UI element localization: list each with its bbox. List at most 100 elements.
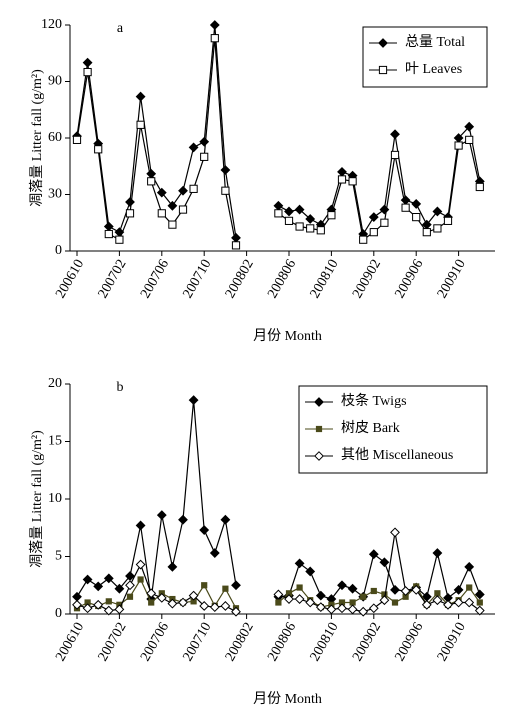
marker	[82, 57, 93, 68]
marker	[411, 199, 422, 209]
marker	[466, 584, 473, 591]
marker	[390, 150, 400, 160]
marker	[476, 599, 483, 606]
marker	[201, 582, 208, 589]
marker	[273, 589, 284, 600]
x-tick-label: 200810	[308, 620, 342, 664]
marker	[146, 588, 157, 599]
marker	[221, 186, 230, 195]
marker	[379, 557, 390, 568]
marker	[199, 601, 210, 611]
marker	[305, 214, 316, 224]
marker	[103, 573, 114, 584]
x-tick-label: 200910	[435, 257, 469, 301]
marker	[125, 571, 135, 581]
marker	[167, 200, 178, 211]
marker	[94, 145, 103, 154]
marker	[412, 213, 421, 222]
marker	[368, 212, 379, 223]
marker	[294, 204, 305, 215]
marker	[368, 603, 379, 614]
y-tick-label: 120	[41, 17, 62, 32]
legend-label: 树皮 Bark	[341, 420, 400, 436]
marker	[421, 599, 432, 610]
x-tick-label: 200610	[53, 620, 87, 664]
marker	[464, 561, 475, 572]
x-tick-label: 200702	[96, 257, 130, 301]
marker	[178, 185, 188, 196]
marker	[135, 91, 146, 102]
marker	[284, 594, 294, 604]
marker	[104, 229, 113, 239]
marker	[188, 142, 199, 153]
marker	[125, 197, 135, 207]
marker	[347, 583, 358, 594]
marker	[368, 549, 379, 560]
y-tick-label: 0	[55, 606, 62, 621]
x-tick-label: 200710	[180, 620, 214, 664]
marker	[315, 590, 326, 601]
marker	[156, 510, 167, 521]
marker	[358, 606, 369, 617]
marker	[82, 603, 93, 614]
panel-label: a	[117, 21, 124, 36]
y-tick-label: 5	[55, 549, 62, 564]
marker	[379, 595, 390, 606]
y-axis-title: 凋落量 Litter fall (g/m²)	[29, 430, 45, 568]
marker	[359, 235, 368, 244]
y-axis-title: 凋落量 Litter fall (g/m²)	[29, 69, 45, 207]
marker	[348, 177, 357, 186]
marker	[220, 601, 231, 611]
y-tick-label: 60	[48, 130, 62, 145]
marker	[72, 591, 82, 602]
marker	[72, 599, 82, 610]
x-axis-title: 月份 Month	[253, 328, 322, 344]
marker	[327, 211, 336, 220]
marker	[220, 514, 231, 525]
y-tick-label: 10	[48, 491, 62, 506]
y-tick-label: 15	[48, 434, 62, 449]
x-tick-label: 200706	[138, 257, 172, 301]
marker	[168, 220, 177, 229]
marker	[188, 395, 199, 406]
marker	[125, 580, 135, 591]
panel: 0 30 60 90 120 200610 200702 200706 200710 200802…	[29, 17, 495, 344]
marker	[453, 584, 464, 595]
x-tick-label: 200810	[308, 257, 342, 301]
marker	[337, 166, 347, 177]
marker	[411, 584, 422, 595]
x-tick-label: 200902	[350, 620, 384, 664]
x-tick-label: 200702	[96, 620, 130, 664]
marker	[146, 168, 157, 179]
marker	[337, 603, 347, 614]
marker	[210, 34, 219, 43]
marker	[370, 587, 377, 595]
marker	[222, 585, 229, 592]
marker	[306, 224, 315, 233]
marker	[390, 584, 400, 595]
marker	[114, 604, 125, 615]
marker	[349, 599, 356, 606]
marker	[167, 598, 178, 609]
marker	[178, 514, 188, 525]
legend-label: 其他 Miscellaneous	[341, 447, 453, 463]
x-tick-label: 200806	[265, 257, 299, 301]
marker	[137, 576, 144, 583]
marker	[157, 209, 166, 218]
marker	[82, 574, 93, 585]
marker	[156, 592, 167, 603]
marker	[326, 604, 337, 615]
marker	[231, 241, 241, 250]
legend-label: 总量 Total	[405, 34, 465, 50]
marker	[390, 527, 400, 538]
marker	[231, 580, 241, 591]
marker	[316, 226, 325, 235]
marker	[231, 232, 241, 243]
marker	[432, 595, 443, 606]
x-tick-label: 200910	[435, 620, 469, 664]
marker	[273, 200, 284, 211]
marker	[126, 593, 134, 600]
marker	[432, 548, 443, 558]
y-tick-label: 0	[55, 243, 62, 258]
marker	[369, 228, 378, 237]
